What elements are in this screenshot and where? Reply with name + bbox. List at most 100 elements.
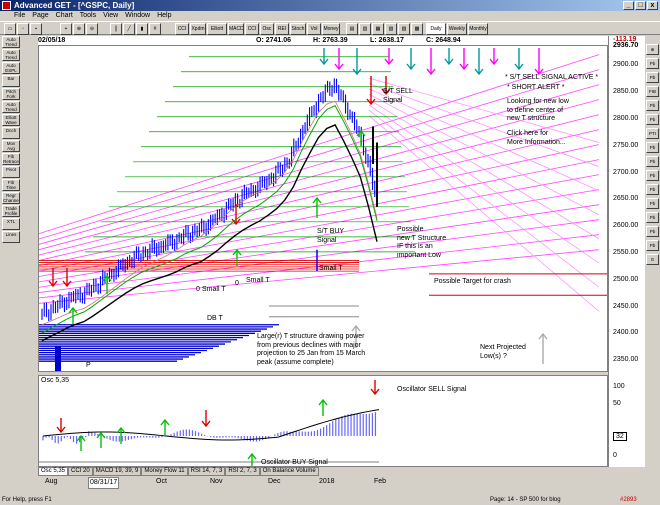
right-tool-9[interactable]: Pb [646,170,659,181]
right-tool-2[interactable]: Pb [646,72,659,83]
menu-tools[interactable]: Tools [79,12,97,19]
left-tool-12[interactable]: Regr Channel [2,192,20,204]
left-tool-7[interactable]: Dnch [2,127,20,139]
tool-osc[interactable]: Osc [260,23,274,35]
left-tool-9[interactable]: Fib Retrace [2,153,20,165]
line-icon[interactable]: ╱ [123,23,135,35]
y-tick: 2400.00 [613,329,639,337]
print-icon[interactable]: ▪ [30,23,42,35]
readout-close: C: 2648.94 [426,37,461,44]
osc-buy-label: Oscillator BUY Signal [261,459,328,466]
left-tool-4[interactable]: Pitch Fork [2,88,20,100]
zoom-out-icon[interactable]: ⊖ [86,23,98,35]
tab-macd[interactable]: MACD 19, 39, 9 [92,467,142,476]
period-weekly[interactable]: Weekly [447,23,467,35]
price-axis: -113.19 2936.70 2900.00 2850.00 2800.00 2750… [608,36,645,376]
period-monthly[interactable]: Monthly [468,23,488,35]
right-tool-5[interactable]: Pb [646,114,659,125]
tile-icon[interactable]: ▧ [385,23,397,35]
tool-xpdm[interactable]: Xpdm [190,23,206,35]
right-tool-3[interactable]: FIB EXT [646,86,659,97]
right-tool-10[interactable]: Pb [646,184,659,195]
save-icon[interactable]: ▫ [17,23,29,35]
left-tool-0[interactable]: Auto Trend [2,36,20,48]
possible-new-t-label: Possible new T Structure IF this is an i… [397,226,447,259]
crosshair-icon[interactable]: + [60,23,72,35]
tab-osc[interactable]: Osc 5,35 [38,467,69,476]
fan-line-down [368,115,600,312]
left-tool-14[interactable]: XTL [2,218,20,230]
tab-obv[interactable]: On Balance Volume [259,467,319,476]
possible-target-label: Possible Target for crash [434,278,511,285]
layout-icon[interactable]: ▦ [372,23,384,35]
tool-elliott-osc[interactable]: Elliott Osc [207,23,227,35]
candles-icon[interactable]: ▮ [136,23,148,35]
tool-vol[interactable]: Vol [307,23,321,35]
tool-cci[interactable]: CCI [175,23,189,35]
menu-chart[interactable]: Chart [55,12,73,19]
minimize-button[interactable]: _ [623,1,634,10]
tool-rei[interactable]: REI [275,23,289,35]
osc-arrow [370,388,380,396]
left-tool-2[interactable]: Auto ESPL [2,62,20,74]
maximize-button[interactable]: □ [635,1,646,10]
sell-signal-arrow [48,280,58,288]
left-toolbox: Auto Trend Auto Trend Auto ESPL Bar Pitch Fo… [0,36,22,250]
menu-help[interactable]: Help [157,12,172,19]
right-tool-11[interactable]: Pb [646,198,659,209]
tool-cci-2[interactable]: CCI [245,23,259,35]
left-tool-15[interactable]: Lines [2,231,20,243]
right-tool-6[interactable]: PTI [646,128,659,139]
open-icon[interactable]: ▭ [4,23,16,35]
left-tool-3[interactable]: Bar [2,75,20,87]
menu-window[interactable]: Window [125,12,151,19]
price-chart[interactable]: * S/T SELL SIGNAL ACTIVE * * SHORT ALERT… [38,45,608,372]
right-tool-7[interactable]: Pb [646,142,659,153]
left-tool-8[interactable]: Mov Avg [2,140,20,152]
link-icon[interactable]: ▩ [411,23,423,35]
left-tool-10[interactable]: Pivot [2,166,20,178]
right-tool-0[interactable]: ⊕ [646,44,659,55]
fan-line [39,159,600,272]
menu-page[interactable]: Page [32,12,49,19]
tool-stoch[interactable]: Stoch [290,23,306,35]
status-bar: For Help, press F1 Page: 14 - SP 500 for… [0,496,660,505]
template-icon[interactable]: ▥ [359,23,371,35]
left-tool-11[interactable]: Fib Time [2,179,20,191]
right-tool-8[interactable]: Pb [646,156,659,167]
right-tool-1[interactable]: Pb [646,58,659,69]
oscillator-panel[interactable]: Osc 5,35 Oscillator SELL Signal Oscillat… [38,375,608,467]
grid-icon[interactable]: # [149,23,161,35]
projection-arrow [406,63,416,71]
projection-arrow [334,63,344,71]
more-info-link[interactable]: Click here for More Information... [507,130,566,146]
zoom-in-icon[interactable]: ⊕ [73,23,85,35]
right-toolbox: ⊕ Pb Pb FIB EXT Pb Pb PTI Pb Pb Pb Pb Pb Pb Pb Pb G [645,44,660,284]
left-tool-1[interactable]: Auto Trend [2,49,20,61]
tool-money-flow[interactable]: Money Flow [322,23,340,35]
small-t-label-1: Small T [202,286,226,293]
left-tool-5[interactable]: Auto Trend [2,101,20,113]
bars-icon[interactable]: ║ [110,23,122,35]
title-bar: Advanced GET - [^GSPC, Daily] _ □ x [0,0,660,11]
tool-macd[interactable]: MACD [228,23,244,35]
right-tool-14[interactable]: Pb [646,240,659,251]
tab-money-flow[interactable]: Money Flow 11 [141,467,188,476]
right-tool-13[interactable]: Pb [646,226,659,237]
menu-file[interactable]: File [14,12,26,19]
projection-arrow [444,58,454,66]
tab-rsi-14[interactable]: RSI 14, 7, 3 [187,467,226,476]
left-tool-6[interactable]: Elliott Wave [2,114,20,126]
tab-cci[interactable]: CCI 20 [68,467,93,476]
new-chart-icon[interactable]: ▤ [346,23,358,35]
close-button[interactable]: x [647,1,658,10]
period-daily[interactable]: Daily [426,23,446,35]
menu-view[interactable]: View [103,12,119,19]
right-tool-12[interactable]: Pb [646,212,659,223]
left-tool-13[interactable]: Trade Profile [2,205,20,217]
right-tool-15[interactable]: G [646,254,659,265]
cascade-icon[interactable]: ▨ [398,23,410,35]
right-tool-4[interactable]: Pb [646,100,659,111]
tab-rsi-2[interactable]: RSI 2, 7, 3 [225,467,260,476]
fan-line [39,234,600,299]
